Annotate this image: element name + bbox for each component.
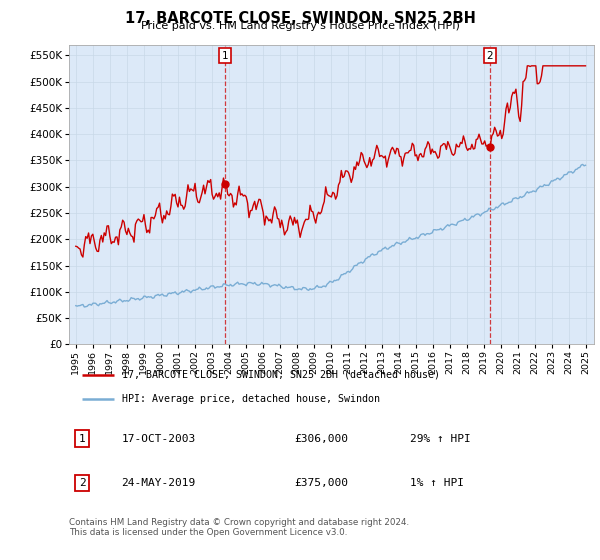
Text: Contains HM Land Registry data © Crown copyright and database right 2024.
This d: Contains HM Land Registry data © Crown c…: [69, 518, 409, 538]
Text: £306,000: £306,000: [295, 434, 349, 444]
Text: 29% ↑ HPI: 29% ↑ HPI: [410, 434, 471, 444]
Text: 1: 1: [79, 434, 86, 444]
Text: 2: 2: [487, 51, 493, 61]
Text: Price paid vs. HM Land Registry's House Price Index (HPI): Price paid vs. HM Land Registry's House …: [140, 21, 460, 31]
Text: 17-OCT-2003: 17-OCT-2003: [121, 434, 196, 444]
Text: 17, BARCOTE CLOSE, SWINDON, SN25 2BH (detached house): 17, BARCOTE CLOSE, SWINDON, SN25 2BH (de…: [121, 370, 439, 380]
Text: 1: 1: [222, 51, 229, 61]
Text: £375,000: £375,000: [295, 478, 349, 488]
Text: 1% ↑ HPI: 1% ↑ HPI: [410, 478, 464, 488]
Text: 17, BARCOTE CLOSE, SWINDON, SN25 2BH: 17, BARCOTE CLOSE, SWINDON, SN25 2BH: [125, 11, 475, 26]
Text: 2: 2: [79, 478, 86, 488]
Text: HPI: Average price, detached house, Swindon: HPI: Average price, detached house, Swin…: [121, 394, 380, 404]
Text: 24-MAY-2019: 24-MAY-2019: [121, 478, 196, 488]
